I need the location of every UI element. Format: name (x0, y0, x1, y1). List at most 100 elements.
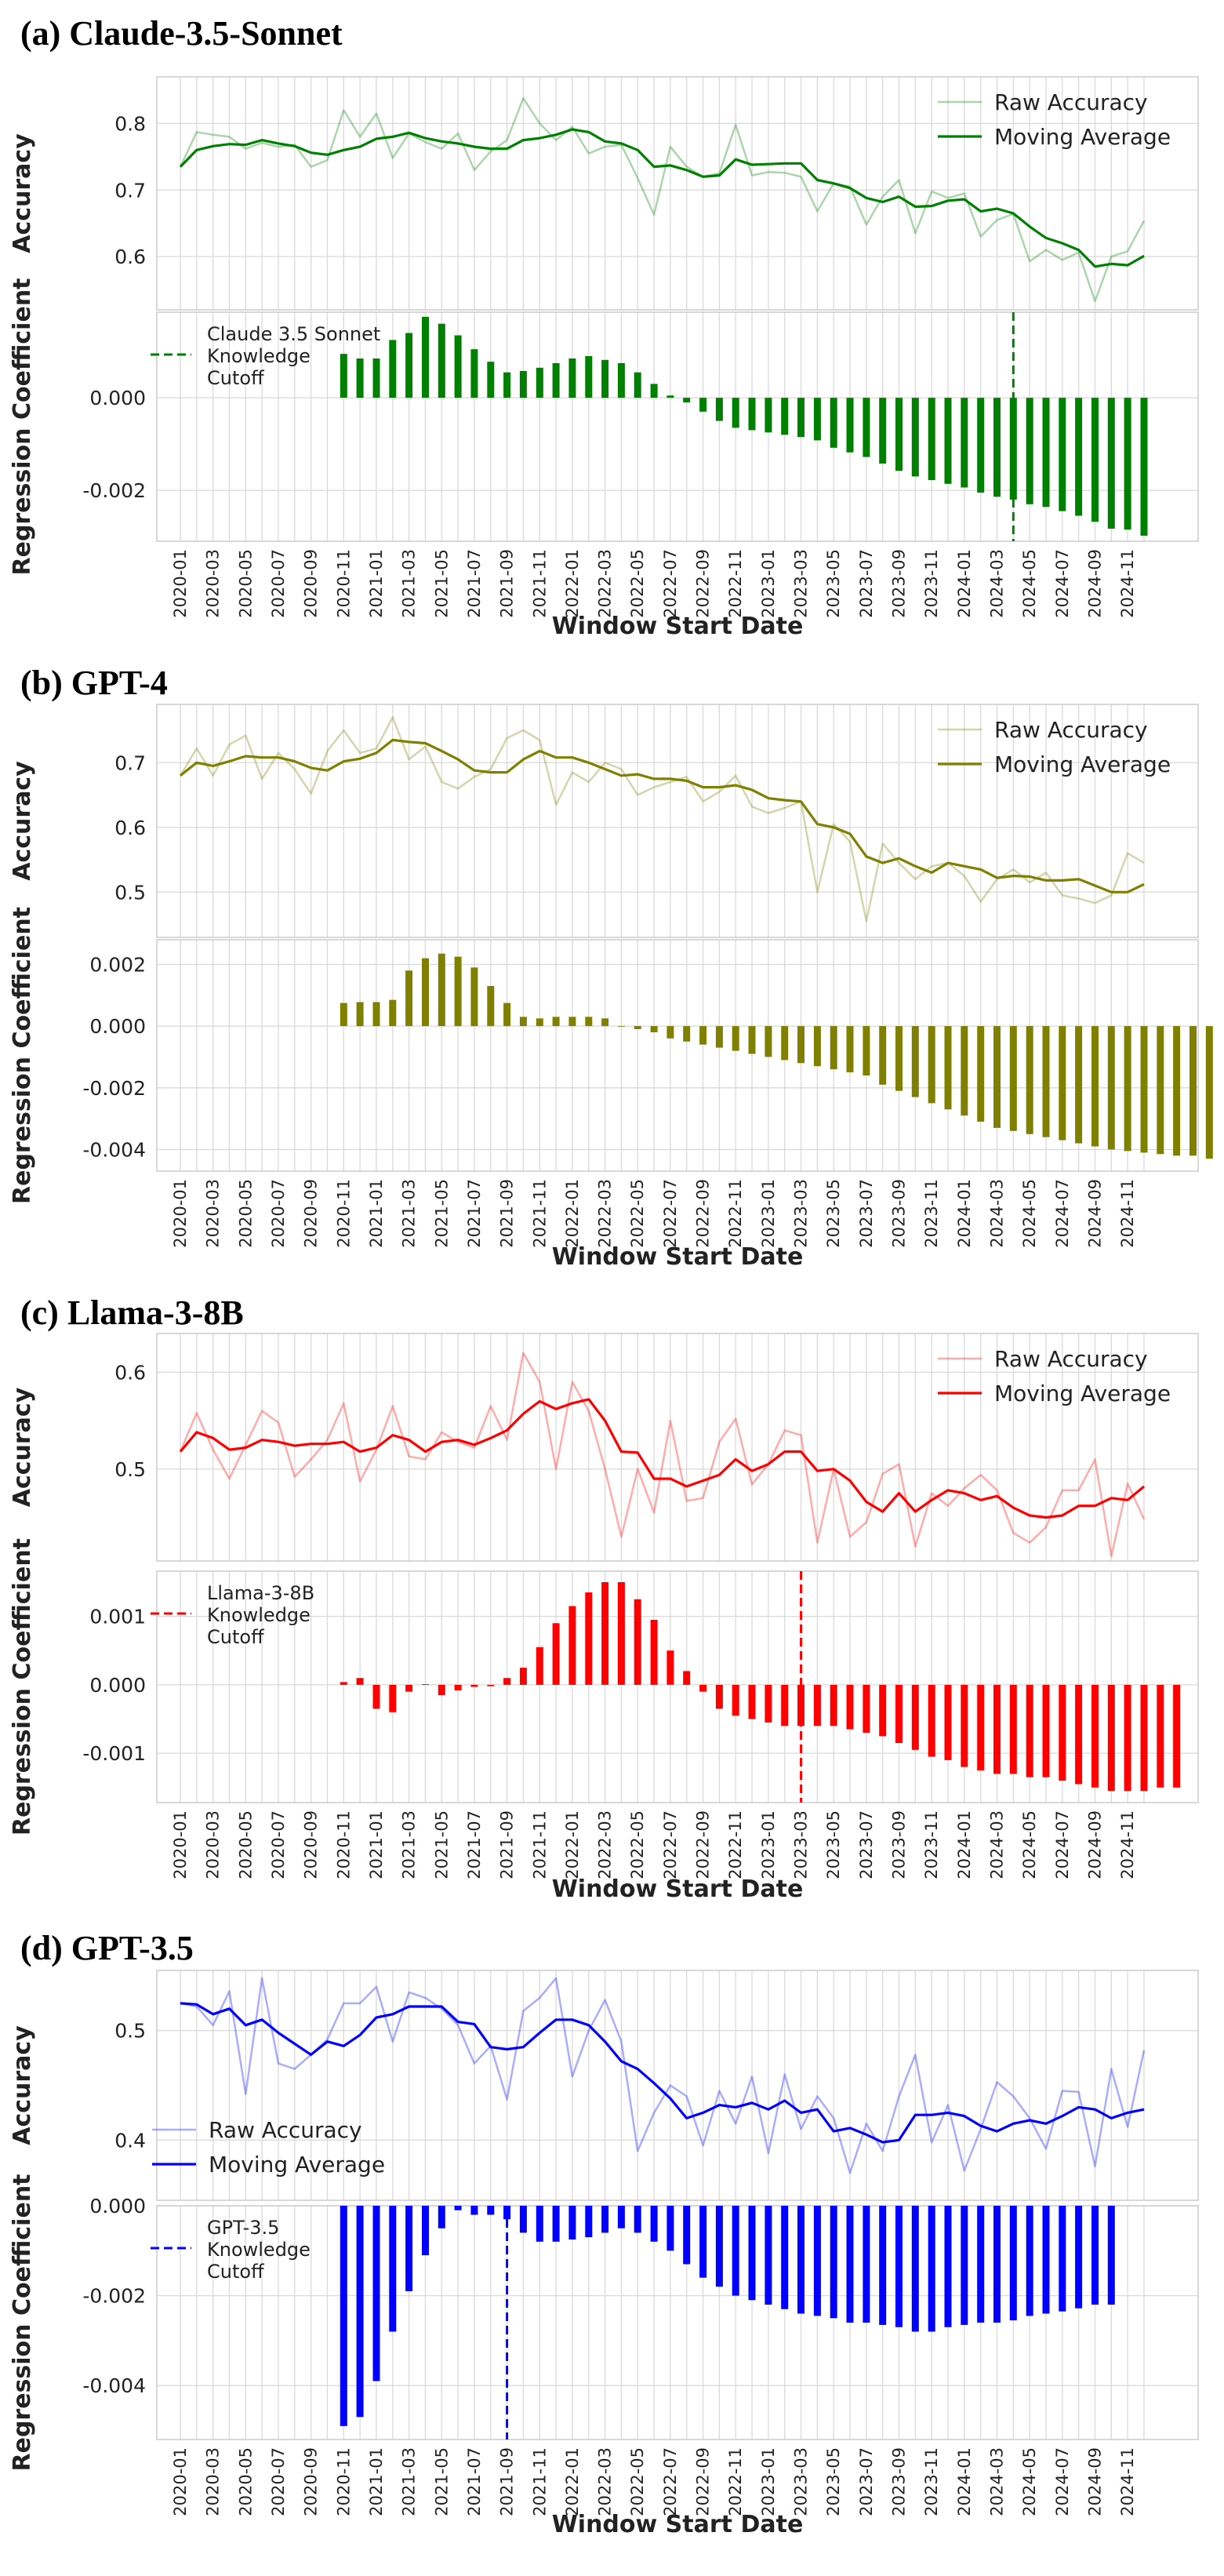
regression-bar (1157, 1026, 1164, 1155)
regression-bar (536, 367, 543, 398)
x-tick-label: 2022-11 (726, 549, 745, 618)
legend-label-cutoff: GPT-3.5 (207, 2217, 279, 2239)
x-tick-label: 2020-07 (269, 1179, 288, 1248)
x-tick-label: 2024-11 (1118, 2447, 1137, 2516)
x-tick-label: 2023-09 (890, 1810, 909, 1879)
regression-bar (519, 1017, 527, 1027)
regression-bar (993, 1026, 1001, 1128)
regression-bar (405, 2206, 413, 2291)
regression-bar (895, 2206, 903, 2327)
panel-title: (a) Claude-3.5-Sonnet (20, 14, 343, 53)
regression-bar (438, 2206, 445, 2229)
regression-bar (928, 2206, 935, 2332)
regression-bar (470, 2206, 478, 2215)
regression-bar (601, 2206, 609, 2233)
axes-frame (156, 704, 1199, 938)
x-tick-label: 2022-03 (596, 1179, 615, 1248)
x-tick-label: 2022-09 (694, 549, 713, 618)
regression-bar (863, 398, 870, 457)
axes-frame (156, 1570, 1199, 1803)
regression-bar (1059, 2206, 1066, 2312)
x-tick-label: 2024-09 (1085, 1810, 1104, 1879)
regression-bar (911, 2206, 919, 2332)
x-tick-label: 2020-03 (204, 1179, 223, 1248)
regression-bar (911, 1684, 919, 1750)
x-tick-label: 2020-09 (302, 549, 321, 618)
regression-bar (993, 2206, 1001, 2323)
regression-bar (1173, 1026, 1181, 1156)
x-tick-label: 2021-07 (465, 2447, 484, 2516)
regression-bar (1189, 1026, 1197, 1156)
regression-bar (961, 1026, 968, 1116)
legend-label-cutoff: Knowledge (207, 345, 311, 367)
regression-bar (519, 370, 527, 398)
regression-bar (748, 1684, 756, 1719)
regression-bar (372, 1002, 380, 1027)
regression-bar (1140, 1026, 1148, 1153)
x-tick-label: 2023-01 (759, 2447, 778, 2516)
x-tick-label: 2023-05 (824, 1810, 843, 1879)
x-tick-label: 2024-09 (1085, 1179, 1104, 1248)
x-tick-label: 2023-01 (759, 549, 778, 618)
regression-bar (487, 986, 495, 1027)
regression-bar (748, 1026, 756, 1054)
x-tick-label: 2023-09 (890, 1179, 909, 1248)
accuracy-subplot: 0.6 0.7 0.8 Accuracy Raw Accuracy Moving Aver… (9, 76, 1199, 311)
y-tick-label: 0.001 (89, 1606, 146, 1628)
regression-bar (585, 1017, 593, 1027)
y-tick-label: 0.5 (114, 2020, 146, 2043)
x-tick-label: 2020-11 (334, 2447, 353, 2516)
x-tick-label: 2020-11 (334, 549, 353, 618)
regression-bar (340, 1682, 347, 1685)
panel-2: (c) Llama-3-8B 0.5 0.6 Accuracy Raw Accuracy… (9, 1293, 1199, 1903)
regression-bar (1042, 1026, 1050, 1137)
regression-bar (683, 2206, 691, 2265)
regression-bar (1124, 398, 1131, 530)
x-tick-label: 2020-03 (204, 2447, 223, 2516)
regression-bar (797, 398, 804, 438)
regression-bar (961, 2206, 968, 2325)
regression-bar (356, 2206, 364, 2418)
x-tick-label: 2024-07 (1053, 1810, 1072, 1879)
regression-bar (732, 398, 739, 428)
regression-bar (666, 1650, 674, 1685)
regression-bar (503, 1678, 511, 1685)
x-tick-label: 2020-07 (269, 2447, 288, 2516)
regression-bar (732, 2206, 739, 2296)
regression-bar (552, 362, 560, 398)
x-tick-label: 2022-01 (563, 549, 582, 618)
regression-bar (977, 1684, 985, 1770)
regression-bar (536, 1018, 543, 1027)
regression-bar (748, 2206, 756, 2301)
x-tick-label: 2021-01 (367, 549, 386, 618)
y-axis-label: Accuracy (9, 133, 36, 253)
x-tick-label: 2022-11 (726, 2447, 745, 2516)
regression-bar (519, 1668, 527, 1685)
regression-bar (519, 2206, 527, 2233)
regression-bar (1026, 398, 1033, 504)
regression-bar (797, 2206, 804, 2314)
x-tick-label: 2023-09 (890, 549, 909, 618)
regression-bar (356, 1678, 364, 1685)
regression-bar (601, 1018, 609, 1027)
legend-label-moving-average: Moving Average (994, 751, 1171, 777)
regression-bar (977, 398, 985, 493)
x-axis-label: Window Start Date (552, 613, 804, 640)
regression-bar (389, 2206, 397, 2332)
x-tick-label: 2024-01 (955, 549, 974, 618)
regression-bar (454, 1684, 462, 1690)
x-tick-label: 2024-05 (1020, 1179, 1039, 1248)
x-tick-label: 2023-03 (792, 2447, 811, 2516)
regression-bar (389, 340, 397, 398)
y-tick-label: 0.4 (114, 2129, 146, 2152)
x-tick-label: 2021-11 (530, 549, 549, 618)
regression-bar (879, 398, 887, 464)
x-tick-label: 2020-01 (171, 1179, 190, 1248)
regression-bar (340, 2206, 347, 2426)
x-tick-label: 2023-03 (792, 549, 811, 618)
x-tick-label: 2022-03 (596, 2447, 615, 2516)
x-tick-label: 2023-07 (857, 549, 876, 618)
regression-bar (765, 398, 772, 433)
panel-title: (c) Llama-3-8B (20, 1293, 244, 1332)
x-tick-label: 2023-03 (792, 1179, 811, 1248)
